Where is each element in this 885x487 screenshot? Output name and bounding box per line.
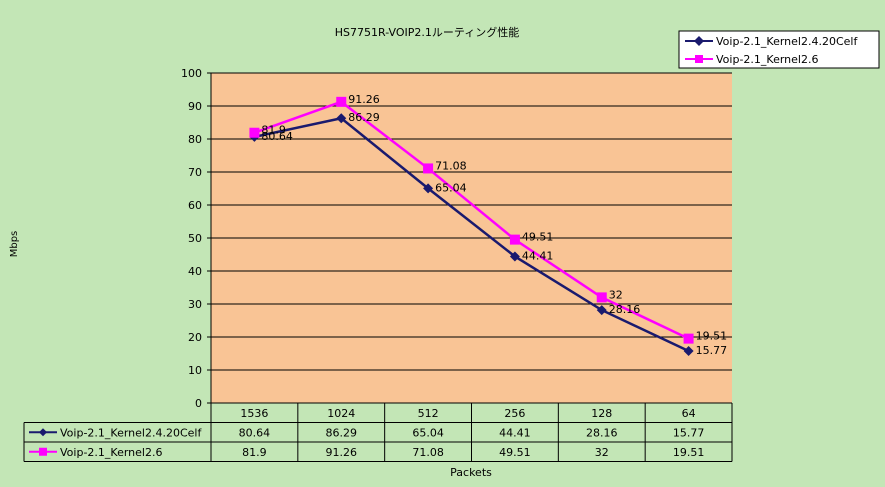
data-label: 28.16 xyxy=(609,303,641,316)
table-value: 44.41 xyxy=(499,426,531,439)
square-marker xyxy=(509,234,520,245)
legend-series-1-label: Voip-2.1_Kernel2.4.20Celf xyxy=(716,35,858,48)
series-lines xyxy=(253,100,690,353)
data-label: 49.51 xyxy=(522,231,554,244)
data-label: 65.04 xyxy=(435,181,467,194)
data-label: 86.29 xyxy=(348,111,380,124)
table-value: 91.26 xyxy=(326,446,358,459)
category-label: 64 xyxy=(682,407,696,420)
y-tick-label: 70 xyxy=(188,166,202,179)
series-markers xyxy=(249,96,694,356)
square-marker xyxy=(596,292,607,303)
y-tick-label: 40 xyxy=(188,265,202,278)
diamond-marker xyxy=(683,345,694,356)
data-label: 44.41 xyxy=(522,249,554,262)
data-label: 80.64 xyxy=(261,130,293,143)
y-tick-label: 100 xyxy=(181,67,202,80)
legend-box xyxy=(678,30,880,69)
data-label: 19.51 xyxy=(696,330,728,343)
square-marker xyxy=(423,163,434,174)
square-marker xyxy=(336,96,347,107)
data-label: 81.9 xyxy=(261,124,286,137)
square-marker xyxy=(249,127,260,138)
x-axis-label: Packets xyxy=(450,466,492,479)
table-value: 28.16 xyxy=(586,426,618,439)
diamond-marker xyxy=(596,305,607,316)
table-value: 15.77 xyxy=(673,426,705,439)
category-label: 256 xyxy=(504,407,525,420)
table-value: 32 xyxy=(595,446,609,459)
table-value: 49.51 xyxy=(499,446,531,459)
point-labels: 80.64 86.29 65.04 44.41 28.16 15.77 81.9 91.26 7… xyxy=(261,93,727,357)
table-series-name: Voip-2.1_Kernel2.6 xyxy=(60,446,162,459)
series-line-1 xyxy=(254,116,690,353)
diamond-marker xyxy=(423,183,434,194)
data-label: 32 xyxy=(609,288,623,301)
y-tick-label: 60 xyxy=(188,199,202,212)
legend-diamond-icon xyxy=(694,36,704,46)
table-value: 65.04 xyxy=(412,426,444,439)
diamond-marker xyxy=(336,113,347,124)
y-tick-label: 10 xyxy=(188,364,202,377)
legend-square-icon xyxy=(695,55,703,63)
table-value: 71.08 xyxy=(412,446,444,459)
series-line-2 xyxy=(253,100,690,340)
category-label: 128 xyxy=(591,407,612,420)
table-value: 86.29 xyxy=(326,426,358,439)
table-value: 19.51 xyxy=(673,446,705,459)
diamond-marker xyxy=(509,251,520,262)
square-marker xyxy=(683,333,694,344)
category-label: 1536 xyxy=(240,407,268,420)
y-tick-label: 20 xyxy=(188,331,202,344)
table-value: 80.64 xyxy=(239,426,271,439)
data-label: 15.77 xyxy=(696,344,728,357)
table-value: 81.9 xyxy=(242,446,267,459)
y-axis-ticks: 0 10 20 30 40 50 60 70 80 90 100 xyxy=(181,67,212,410)
y-tick-label: 80 xyxy=(188,133,202,146)
y-tick-label: 0 xyxy=(195,397,202,410)
legend-series-2-label: Voip-2.1_Kernel2.6 xyxy=(716,53,818,66)
grid-lines xyxy=(211,72,732,404)
chart-title: HS7751R-VOIP2.1ルーティング性能 xyxy=(335,25,519,39)
y-tick-label: 30 xyxy=(188,298,202,311)
y-tick-label: 50 xyxy=(188,232,202,245)
table-legend-square-icon xyxy=(39,447,47,456)
y-axis-label: Mbps xyxy=(9,231,20,258)
data-table: 1536 1024 512 256 128 64 Voip-2.1_Kernel2.4.20… xyxy=(23,402,733,462)
table-legend-diamond-icon xyxy=(39,428,47,437)
data-label: 71.08 xyxy=(435,159,467,172)
legend: Voip-2.1_Kernel2.4.20Celf Voip-2.1_Kerne… xyxy=(678,30,880,69)
data-label: 91.26 xyxy=(348,93,380,106)
category-label: 512 xyxy=(418,407,439,420)
y-tick-label: 90 xyxy=(188,100,202,113)
category-label: 1024 xyxy=(327,407,355,420)
table-series-name: Voip-2.1_Kernel2.4.20Celf xyxy=(60,426,202,439)
